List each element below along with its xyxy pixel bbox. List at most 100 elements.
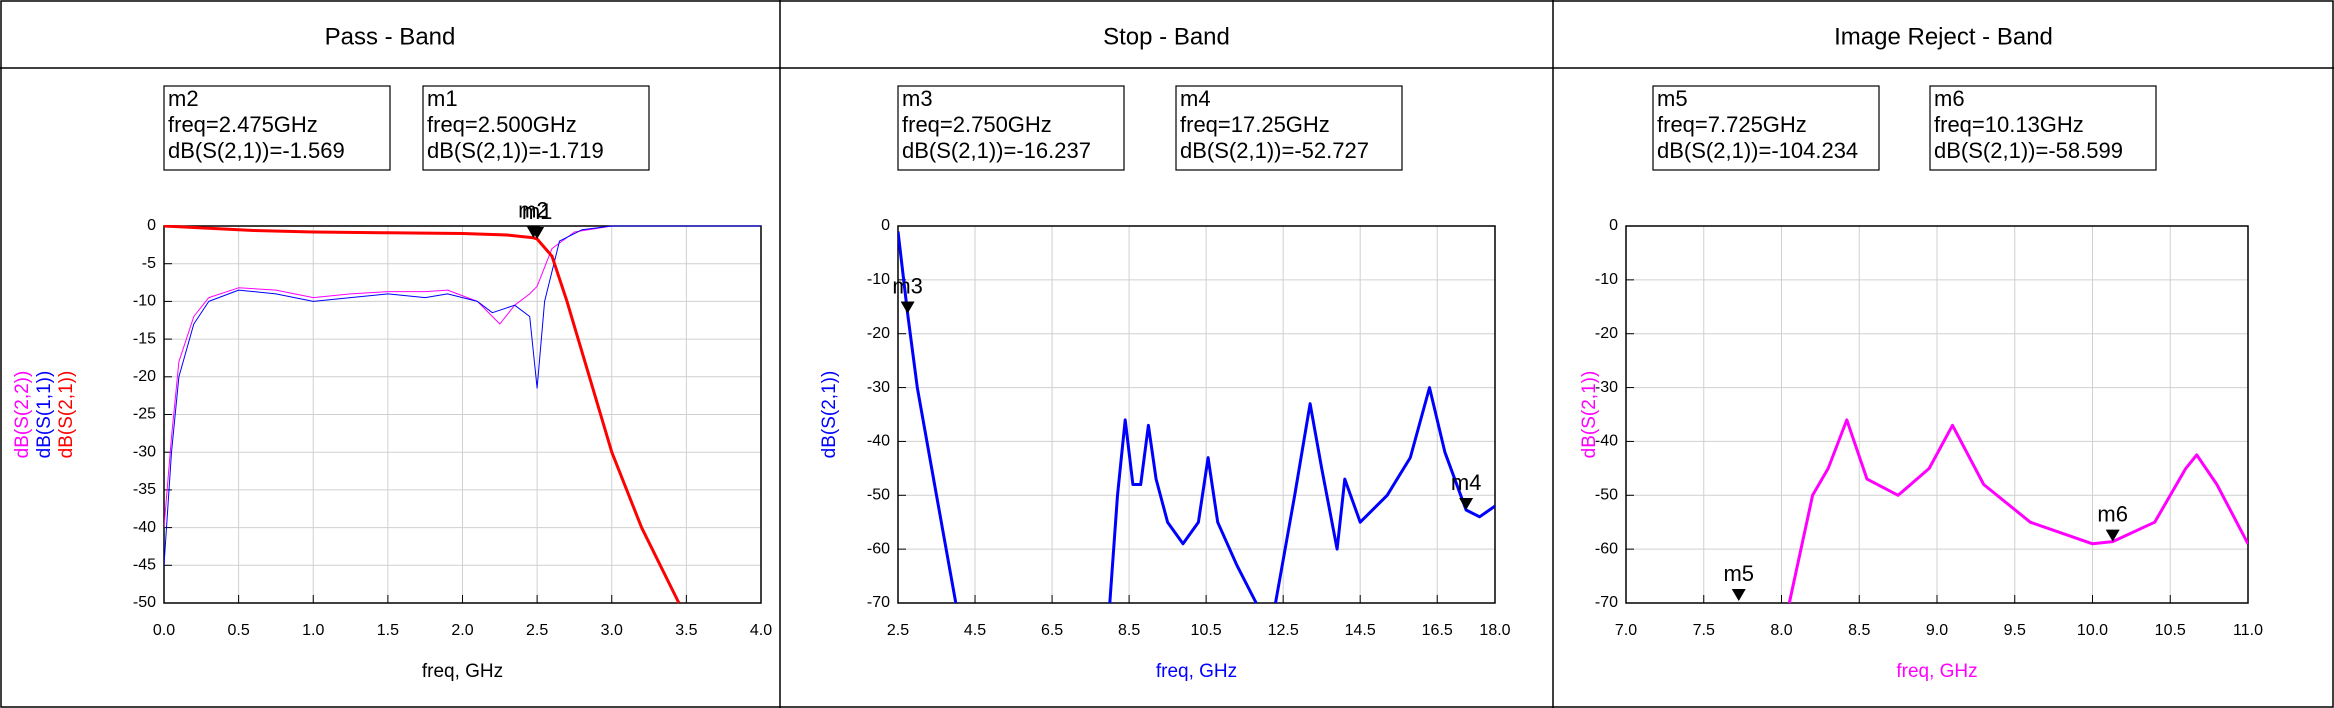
y-tick-label: -5	[142, 255, 156, 272]
marker-name: m1	[427, 86, 458, 111]
y-tick-label: -70	[1595, 594, 1618, 611]
y-tick-label: 0	[147, 217, 156, 234]
y-tick-label: -70	[867, 594, 890, 611]
marker-label: m1	[522, 199, 553, 224]
marker-triangle	[2105, 529, 2120, 542]
x-tick-label: 6.5	[1041, 622, 1063, 639]
chart-title: Image Reject - Band	[1834, 23, 2053, 50]
chart-title: Pass - Band	[325, 23, 456, 50]
x-tick-label: 2.5	[526, 622, 548, 639]
marker-triangle	[530, 226, 545, 239]
marker-label: m6	[2097, 501, 2128, 526]
marker-value: dB(S(2,1))=-16.237	[902, 138, 1091, 163]
x-axis-label: freq, GHz	[422, 661, 503, 682]
x-tick-label: 12.5	[1268, 622, 1299, 639]
plot-frame	[897, 225, 1496, 604]
x-tick-label: 3.5	[675, 622, 697, 639]
marker-value: dB(S(2,1))=-52.727	[1180, 138, 1369, 163]
y-axis-label: dB(S(2,1))	[56, 371, 77, 459]
x-tick-label: 0.5	[228, 622, 250, 639]
chart-title: Stop - Band	[1103, 23, 1230, 50]
marker-value: dB(S(2,1))=-58.599	[1934, 138, 2123, 163]
y-axis-label: dB(S(2,1))	[1579, 371, 1600, 459]
marker-box	[1652, 85, 1880, 171]
x-tick-label: 3.0	[601, 622, 623, 639]
y-tick-label: -50	[133, 594, 156, 611]
y-tick-label: -40	[867, 433, 890, 450]
x-tick-label: 1.0	[302, 622, 324, 639]
x-tick-label: 8.0	[1770, 622, 1792, 639]
marker-triangle	[900, 301, 915, 314]
y-tick-label: -30	[867, 379, 890, 396]
x-tick-label: 0.0	[153, 622, 175, 639]
x-tick-label: 10.5	[2155, 622, 2186, 639]
y-tick-label: -40	[1595, 433, 1618, 450]
marker-name: m3	[902, 86, 933, 111]
x-tick-label: 14.5	[1345, 622, 1376, 639]
y-tick-label: -60	[867, 540, 890, 557]
marker-value: dB(S(2,1))=-1.719	[427, 138, 604, 163]
x-tick-label: 8.5	[1848, 622, 1870, 639]
y-tick-label: 0	[881, 217, 890, 234]
x-tick-label: 4.5	[964, 622, 986, 639]
y-tick-label: -20	[1595, 325, 1618, 342]
y-tick-label: -25	[133, 406, 156, 423]
marker-label: m3	[892, 273, 923, 298]
x-axis-label: freq, GHz	[1156, 661, 1237, 682]
y-tick-label: -15	[133, 330, 156, 347]
plot-frame	[1625, 225, 2249, 604]
y-tick-label: -60	[1595, 540, 1618, 557]
x-tick-label: 9.0	[1926, 622, 1948, 639]
x-tick-label: 2.5	[887, 622, 909, 639]
series-line	[164, 225, 761, 566]
marker-name: m2	[168, 86, 199, 111]
marker-value: dB(S(2,1))=-104.234	[1657, 138, 1858, 163]
x-tick-label: 1.5	[377, 622, 399, 639]
x-tick-label: 18.0	[1479, 622, 1510, 639]
y-axis-label: dB(S(2,2))	[12, 371, 33, 459]
x-tick-label: 11.0	[2233, 622, 2263, 639]
marker-triangle	[1459, 497, 1474, 510]
x-tick-label: 9.5	[2004, 622, 2026, 639]
x-axis-label: freq, GHz	[1896, 661, 1977, 682]
marker-freq: freq=2.475GHz	[168, 112, 318, 137]
y-tick-label: 0	[1609, 217, 1618, 234]
x-tick-label: 7.5	[1693, 622, 1715, 639]
y-tick-label: -10	[867, 271, 890, 288]
marker-freq: freq=17.25GHz	[1180, 112, 1330, 137]
series-line	[1787, 418, 2248, 604]
x-tick-label: 8.5	[1118, 622, 1140, 639]
y-axis-label: dB(S(2,1))	[819, 371, 840, 459]
marker-name: m5	[1657, 86, 1688, 111]
x-tick-label: 16.5	[1422, 622, 1453, 639]
marker-freq: freq=10.13GHz	[1934, 112, 2084, 137]
y-tick-label: -30	[1595, 379, 1618, 396]
marker-box	[163, 85, 391, 171]
y-tick-label: -35	[133, 481, 156, 498]
marker-box	[897, 85, 1125, 171]
marker-label: m4	[1451, 470, 1482, 495]
marker-label: m5	[1723, 561, 1754, 586]
x-tick-label: 10.5	[1191, 622, 1222, 639]
y-axis-label: dB(S(1,1))	[34, 371, 55, 459]
marker-name: m6	[1934, 86, 1965, 111]
y-tick-label: -10	[133, 293, 156, 310]
marker-box	[422, 85, 650, 171]
marker-freq: freq=2.750GHz	[902, 112, 1052, 137]
y-tick-label: -45	[133, 557, 156, 574]
y-tick-label: -50	[867, 487, 890, 504]
marker-value: dB(S(2,1))=-1.569	[168, 138, 345, 163]
series-line	[164, 225, 761, 528]
y-tick-label: -20	[133, 368, 156, 385]
marker-box	[1929, 85, 2157, 171]
marker-name: m4	[1180, 86, 1211, 111]
x-tick-label: 2.0	[451, 622, 473, 639]
series-line	[898, 231, 1495, 604]
y-tick-label: -10	[1595, 271, 1618, 288]
y-tick-label: -40	[133, 519, 156, 536]
x-tick-label: 4.0	[750, 622, 772, 639]
marker-triangle	[1731, 589, 1746, 601]
